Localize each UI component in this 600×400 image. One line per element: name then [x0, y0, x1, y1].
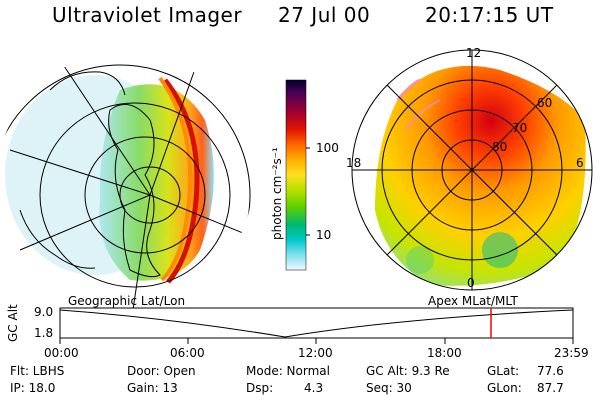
- timeline-x-tick: 23:59: [554, 346, 589, 360]
- seq-info: Seq: 30: [366, 381, 412, 395]
- glon-value: 87.7: [537, 381, 564, 395]
- colorbar-unit-label: photon cm⁻²s⁻¹: [270, 147, 284, 240]
- colorbar-tick-100: 100: [316, 141, 339, 155]
- geographic-panel: [0, 54, 253, 308]
- filter-info: Flt: LBHS: [10, 364, 65, 378]
- mlt-label-0: 0: [467, 276, 475, 290]
- colorbar: [285, 79, 307, 271]
- glat-label: GLat:: [487, 364, 520, 378]
- glon-label: GLon:: [487, 381, 522, 395]
- polar-panel: [351, 49, 593, 291]
- mlat-mlt-grid: [351, 49, 593, 291]
- timeline-y-tick-high: 9.0: [34, 305, 54, 319]
- mlt-label-6: 6: [576, 156, 584, 170]
- door-info: Door: Open: [127, 364, 196, 378]
- auroral-emission-right: [375, 65, 586, 286]
- colorbar-tick-10: 10: [316, 228, 332, 242]
- timeline-y-label: GC Alt: [6, 304, 20, 342]
- timeline-x-tick: 12:00: [298, 346, 333, 360]
- mlt-label-12: 12: [466, 46, 482, 60]
- mlat-label-70: 70: [512, 121, 528, 135]
- right-panel-caption: Apex MLat/MLT: [428, 294, 518, 308]
- timeline-x-tick: 06:00: [170, 346, 205, 360]
- timeline-frame: [59, 307, 574, 339]
- dsp-value: 4.3: [304, 381, 324, 395]
- altitude-timeline: [59, 307, 574, 344]
- mlat-label-60: 60: [537, 96, 553, 110]
- left-panel-caption: Geographic Lat/Lon: [68, 294, 186, 308]
- timeline-ticks: [59, 338, 574, 344]
- timeline-y-tick-low: 1.8: [34, 326, 54, 340]
- date-label: 27 Jul 00: [278, 3, 371, 27]
- mlat-label-80: 80: [492, 140, 508, 154]
- timeline-x-tick: 00:00: [44, 346, 79, 360]
- dsp-label: Dsp:: [246, 381, 274, 395]
- coastline: [108, 103, 161, 278]
- mlt-label-18: 18: [346, 156, 362, 170]
- time-label: 20:17:15 UT: [425, 3, 554, 27]
- instrument-title: Ultraviolet Imager: [52, 3, 243, 27]
- mode-info: Mode: Normal: [246, 364, 330, 378]
- ip-info: IP: 18.0: [10, 381, 56, 395]
- gc-alt-info: GC Alt: 9.3 Re: [366, 364, 450, 378]
- glat-value: 77.6: [537, 364, 564, 378]
- altitude-curve: [59, 309, 574, 338]
- gain-info: Gain: 13: [127, 381, 178, 395]
- timeline-x-tick: 18:00: [427, 346, 462, 360]
- auroral-limb: [163, 78, 200, 284]
